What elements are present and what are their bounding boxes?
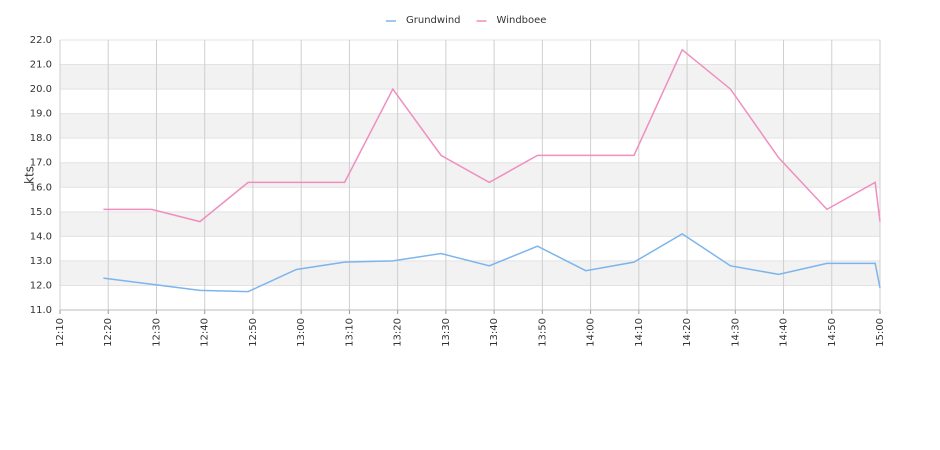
y-tick-label: 11.0 bbox=[30, 305, 52, 316]
x-tick-label: 14:40 bbox=[779, 318, 790, 347]
grid-band bbox=[60, 211, 880, 237]
x-tick-label: 12:40 bbox=[200, 318, 211, 347]
y-tick-label: 20.0 bbox=[30, 84, 52, 95]
y-tick-label: 14.0 bbox=[30, 231, 52, 242]
series-line bbox=[103, 48, 881, 223]
x-tick-label: 12:10 bbox=[55, 318, 66, 347]
grid-band bbox=[60, 162, 880, 188]
x-tick-label: 13:50 bbox=[537, 318, 548, 347]
x-tick-label: 14:20 bbox=[682, 318, 693, 347]
y-tick-label: 19.0 bbox=[30, 109, 52, 120]
x-tick-label: 12:30 bbox=[151, 318, 162, 347]
y-tick-label: 18.0 bbox=[30, 133, 52, 144]
y-tick-label: 16.0 bbox=[30, 182, 52, 193]
x-tick-label: 13:20 bbox=[393, 318, 404, 347]
legend-item: Grundwind bbox=[386, 15, 461, 26]
series-line bbox=[103, 233, 881, 293]
grid-band bbox=[60, 260, 880, 286]
x-tick-label: 14:30 bbox=[730, 318, 741, 347]
y-axis-label: kts bbox=[23, 166, 37, 184]
y-tick-label: 21.0 bbox=[30, 60, 52, 71]
grid-band bbox=[60, 64, 880, 90]
y-tick-label: 17.0 bbox=[30, 158, 52, 169]
y-tick-label: 22.0 bbox=[30, 35, 52, 46]
x-tick-label: 14:10 bbox=[634, 318, 645, 347]
grid-band bbox=[60, 113, 880, 139]
x-tick-label: 15:00 bbox=[875, 318, 886, 347]
x-tick-label: 12:20 bbox=[103, 318, 114, 347]
legend-item: Windboee bbox=[476, 15, 547, 26]
x-tick-label: 13:10 bbox=[344, 318, 355, 347]
x-tick-label: 12:50 bbox=[248, 318, 259, 347]
x-tick-label: 13:00 bbox=[296, 318, 307, 347]
y-tick-label: 15.0 bbox=[30, 207, 52, 218]
legend-label: Grundwind bbox=[406, 15, 461, 26]
y-tick-label: 13.0 bbox=[30, 256, 52, 267]
y-tick-label: 12.0 bbox=[30, 280, 52, 291]
x-tick-label: 14:00 bbox=[586, 318, 597, 347]
x-tick-label: 13:30 bbox=[441, 318, 452, 347]
x-tick-label: 14:50 bbox=[827, 318, 838, 347]
x-tick-label: 13:40 bbox=[489, 318, 500, 347]
legend-label: Windboee bbox=[497, 15, 547, 26]
